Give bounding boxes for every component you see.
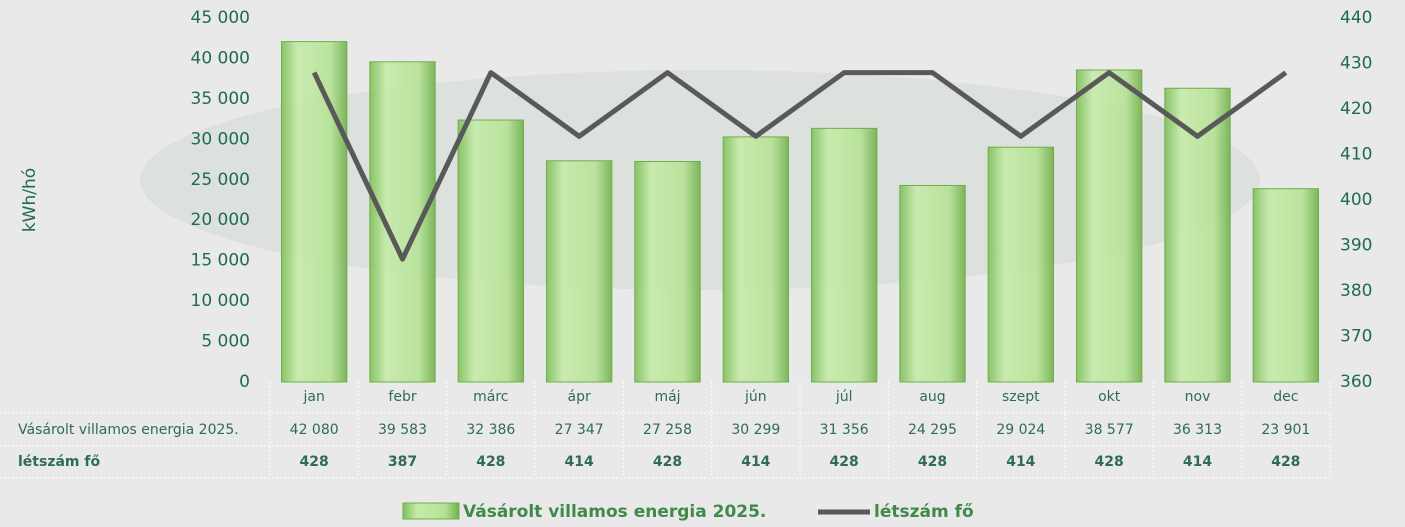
table-cell: 30 299 [731,422,780,438]
table-cell: 414 [741,454,770,470]
bar [1164,87,1231,383]
bar [810,127,878,383]
bar [1252,188,1320,383]
y2-tick-label: 410 [1340,145,1372,165]
y-axis-title: kWh/hó [20,168,40,232]
y-tick-label: 5 000 [201,332,250,352]
table-cell: 428 [830,454,859,470]
x-tick-label: szept [1002,389,1040,405]
y-tick-label: 0 [239,372,250,392]
y2-tick-label: 420 [1340,99,1372,119]
table-cell: 38 577 [1085,422,1134,438]
bar [1075,69,1143,383]
y-tick-label: 25 000 [191,170,250,190]
y2-tick-label: 390 [1340,236,1372,256]
table-cell: 32 386 [466,422,515,438]
table-cell: 428 [918,454,947,470]
y2-tick-label: 380 [1340,281,1372,301]
table-cell: 428 [300,454,329,470]
x-tick-label: júl [835,389,853,405]
y-tick-label: 15 000 [191,251,250,271]
x-tick-label: okt [1098,389,1121,405]
y-tick-label: 10 000 [191,291,250,311]
x-tick-label: aug [919,389,945,405]
bar [899,184,966,383]
table-cell: 39 583 [378,422,427,438]
x-tick-label: febr [388,389,416,405]
y2-tick-label: 360 [1340,372,1372,392]
y-tick-label: 35 000 [191,89,250,109]
table-cell: 428 [653,454,682,470]
table-cell: 428 [1095,454,1124,470]
bar [545,160,613,383]
table-cell: 29 024 [996,422,1045,438]
x-tick-label: jan [302,389,324,405]
x-tick-label: ápr [568,389,591,405]
table-cell: 387 [388,454,417,470]
legend-swatch [402,502,460,520]
x-tick-label: márc [473,389,508,405]
y2-tick-label: 440 [1340,8,1372,28]
table-cell: 414 [1006,454,1035,470]
table-cell: 31 356 [820,422,869,438]
x-tick-label: máj [654,389,680,405]
table-row-label: létszám fő [18,454,100,470]
bar [369,61,436,383]
table-cell: 428 [1271,454,1300,470]
legend-label: létszám fő [874,502,974,522]
bar [634,161,701,383]
table-cell: 428 [476,454,505,470]
table-cell: 414 [565,454,594,470]
x-tick-label: nov [1185,389,1211,405]
bar [457,119,525,383]
legend-label: Vásárolt villamos energia 2025. [463,502,766,522]
x-tick-label: dec [1273,389,1298,405]
y-tick-label: 40 000 [191,48,250,68]
line [311,70,1288,262]
y2-tick-label: 400 [1340,190,1372,210]
table-cell: 42 080 [290,422,339,438]
y2-tick-label: 430 [1340,54,1372,74]
bar [722,136,790,383]
table-cell: 24 295 [908,422,957,438]
table-cell: 36 313 [1173,422,1222,438]
table-cell: 414 [1183,454,1212,470]
y-tick-label: 20 000 [191,210,250,230]
table-row-label: Vásárolt villamos energia 2025. [18,422,239,438]
y2-tick-label: 370 [1340,327,1372,347]
bar [987,146,1055,383]
table-cell: 27 347 [555,422,604,438]
x-tick-label: jún [744,389,767,405]
y-tick-label: 30 000 [191,129,250,149]
y-tick-label: 45 000 [191,8,250,28]
bar [280,41,348,383]
table-cell: 23 901 [1261,422,1310,438]
table-cell: 27 258 [643,422,692,438]
